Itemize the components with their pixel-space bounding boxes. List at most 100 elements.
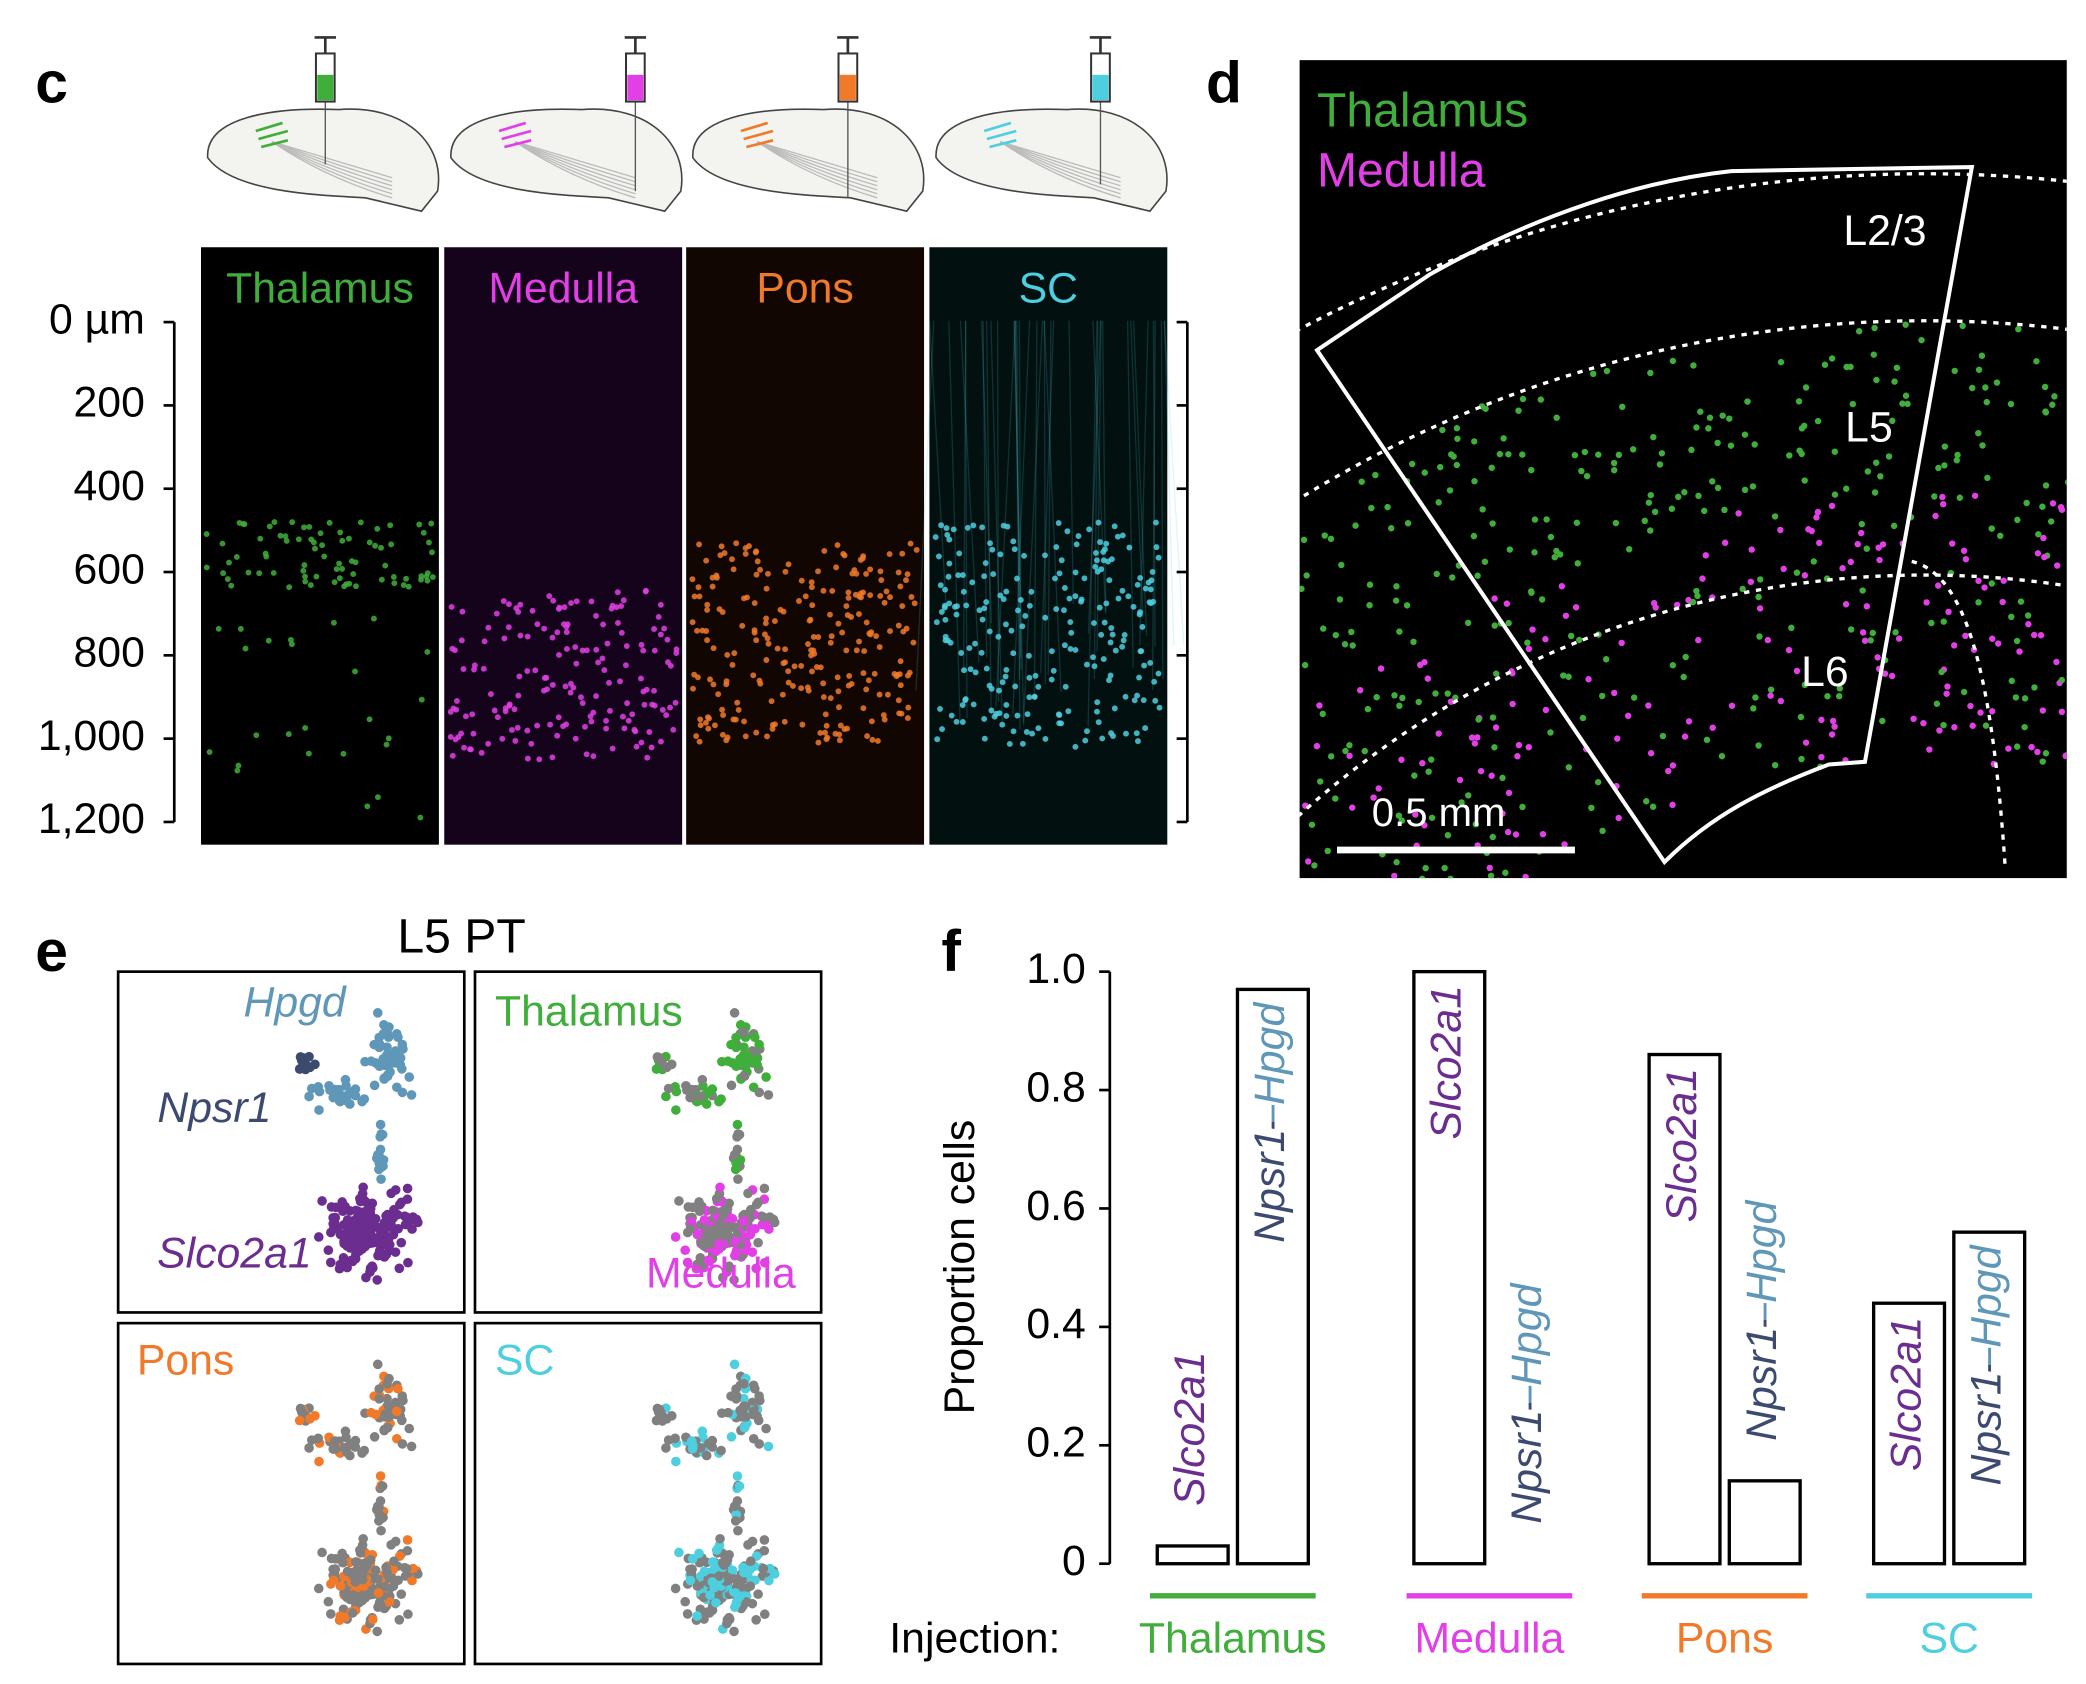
cell-point: [694, 1548, 704, 1559]
cell: [1263, 859, 1269, 865]
cell: [1849, 400, 1857, 408]
cell: [1771, 513, 1779, 520]
cell-point: [734, 1481, 745, 1491]
cell: [1117, 878, 1123, 884]
cell: [1798, 425, 1806, 432]
cell: [1153, 544, 1160, 551]
cell-point: [388, 1581, 399, 1591]
cell: [1488, 772, 1495, 779]
cell: [2007, 400, 2015, 408]
cell: [1877, 473, 1884, 480]
cell-point: [731, 1599, 741, 1609]
cell: [1099, 735, 1106, 742]
y-axis-label: Proportion cells: [936, 1120, 984, 1415]
cell: [631, 726, 638, 733]
cell-point: [373, 1501, 383, 1512]
cell: [1093, 878, 1099, 884]
cell: [289, 519, 296, 526]
cell: [629, 711, 636, 718]
cell: [1211, 843, 1217, 849]
cell: [339, 565, 345, 572]
cell: [946, 600, 953, 607]
cell: [2034, 550, 2042, 557]
cell: [536, 756, 543, 763]
cell: [835, 620, 842, 627]
cell: [1447, 698, 1455, 705]
cell: [1398, 817, 1405, 824]
cell: [1306, 913, 1312, 919]
cell-point: [304, 1443, 314, 1453]
cell: [704, 601, 711, 608]
cell: [1561, 841, 1568, 848]
cell: [1435, 730, 1442, 737]
cell: [904, 715, 911, 722]
cell-point: [372, 1008, 383, 1018]
cell: [513, 605, 520, 612]
cell: [1327, 753, 1335, 760]
cell-point: [730, 1236, 741, 1247]
cell-point: [697, 1074, 708, 1085]
cell: [624, 700, 631, 707]
cell: [2012, 694, 2020, 701]
cell: [976, 607, 983, 614]
cell: [1072, 647, 1079, 653]
cell: [1310, 1016, 1316, 1022]
cell-point: [719, 1560, 729, 1570]
cell: [1067, 619, 1074, 625]
cell: [336, 575, 343, 582]
cell: [1861, 637, 1869, 644]
cell-point: [699, 1566, 710, 1577]
cell: [1697, 408, 1704, 415]
cell: [1062, 683, 1069, 690]
cell: [1112, 647, 1119, 654]
cell: [715, 691, 722, 698]
cell: [1099, 876, 1105, 882]
cell: [1138, 867, 1144, 873]
cell: [1091, 620, 1097, 627]
fiber: [1087, 320, 1102, 634]
cell: [2075, 566, 2081, 572]
cell: [1092, 563, 1099, 570]
fiber-sketch: [999, 141, 1121, 191]
x-tick-label: Thalamus: [1139, 1615, 1327, 1663]
cell: [822, 711, 829, 718]
cell: [370, 615, 377, 622]
cell: [1489, 520, 1496, 527]
cell: [1542, 706, 1550, 714]
cell: [1299, 585, 1305, 593]
cell: [1565, 673, 1572, 680]
cell: [1182, 958, 1188, 964]
cell-point: [384, 1597, 395, 1607]
cell: [907, 540, 914, 547]
cell: [1785, 646, 1793, 654]
cell: [387, 522, 394, 529]
cell: [802, 593, 809, 600]
cell: [1257, 627, 1263, 633]
cell: [638, 739, 645, 746]
cell: [731, 650, 738, 657]
cell-point: [403, 1609, 413, 1620]
cell: [364, 803, 371, 810]
cell: [1067, 645, 1074, 652]
cell: [1061, 607, 1067, 614]
plunger: [314, 36, 336, 54]
cell: [1547, 533, 1555, 541]
cell: [301, 562, 308, 569]
cell: [651, 687, 657, 694]
cell: [1934, 582, 1942, 589]
cell: [253, 732, 260, 739]
cell: [995, 633, 1002, 640]
cell-point: [687, 1443, 698, 1454]
cell: [1372, 471, 1379, 479]
cell: [469, 711, 476, 718]
cell: [1981, 584, 1988, 591]
cell-point: [711, 1193, 722, 1204]
cell: [1647, 750, 1655, 757]
cell: [868, 629, 875, 636]
cell-point: [727, 1565, 738, 1576]
cell: [1364, 705, 1372, 713]
cell: [1701, 507, 1708, 515]
cell: [2039, 503, 2046, 510]
x-tick-label: Pons: [1676, 1615, 1773, 1663]
cell: [509, 727, 515, 733]
